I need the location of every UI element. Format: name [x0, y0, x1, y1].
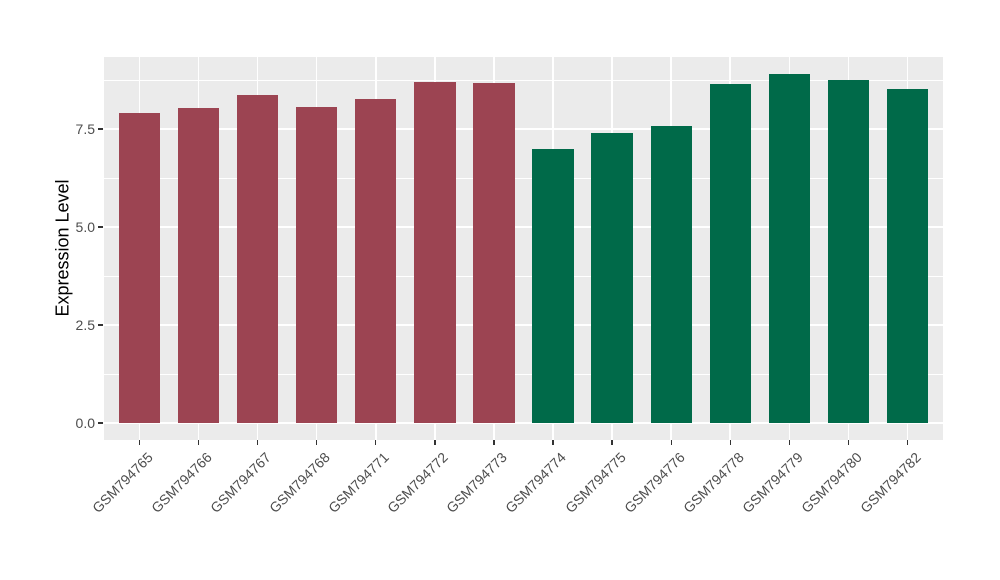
x-tick-mark — [552, 440, 554, 445]
x-tick-label: GSM794775 — [561, 449, 629, 516]
x-tick-mark — [788, 440, 791, 445]
gridline-minor-y — [104, 275, 943, 277]
x-tick-mark — [375, 440, 377, 445]
bar-GSM794778 — [709, 84, 751, 424]
y-tick-mark — [98, 128, 103, 130]
y-tick-label: 7.5 — [75, 121, 95, 138]
x-tick-label: GSM794772 — [384, 449, 452, 516]
y-tick-mark — [98, 324, 103, 326]
plot-panel — [104, 57, 943, 440]
y-tick-label: 5.0 — [75, 219, 95, 236]
bar-GSM794767 — [236, 94, 279, 424]
gridline-minor-y — [104, 79, 943, 81]
x-tick-mark — [906, 440, 909, 445]
bar-GSM794771 — [355, 98, 397, 424]
bar-GSM794775 — [591, 133, 633, 424]
gridline-minor-y — [104, 177, 943, 179]
x-tick-label: GSM794780 — [797, 449, 865, 516]
x-tick-label: GSM794773 — [443, 449, 511, 516]
x-tick-mark — [611, 440, 613, 445]
gridline-major-y — [104, 324, 943, 326]
gridline-major-y — [104, 128, 943, 130]
x-tick-mark — [197, 440, 200, 445]
x-tick-label: GSM794782 — [856, 449, 924, 516]
bar-GSM794772 — [414, 82, 456, 424]
x-tick-label: GSM794767 — [207, 449, 274, 516]
x-tick-mark — [847, 440, 850, 445]
bar-GSM794766 — [177, 107, 220, 424]
gridline-major-y — [104, 226, 943, 228]
x-tick-mark — [316, 440, 318, 445]
bar-GSM794779 — [768, 73, 811, 424]
x-tick-label: GSM794779 — [738, 449, 806, 516]
bar-GSM794773 — [473, 82, 515, 424]
x-tick-mark — [138, 440, 141, 445]
bar-GSM794765 — [118, 112, 161, 424]
bar-GSM794768 — [296, 106, 338, 424]
bar-GSM794776 — [650, 126, 692, 424]
x-tick-mark — [729, 440, 731, 445]
bar-GSM794782 — [886, 88, 929, 424]
x-tick-mark — [256, 440, 259, 445]
bar-GSM794780 — [827, 79, 870, 424]
gridline-minor-y — [104, 373, 943, 375]
x-tick-label: GSM794776 — [620, 449, 688, 516]
y-tick-label: 2.5 — [75, 317, 95, 334]
x-tick-mark — [670, 440, 672, 445]
y-axis-title: Expression Level — [52, 179, 73, 317]
x-tick-label: GSM794765 — [88, 449, 156, 516]
x-tick-label: GSM794774 — [502, 449, 570, 516]
y-tick-label: 0.0 — [75, 415, 95, 432]
x-tick-label: GSM794766 — [147, 449, 215, 516]
x-tick-mark — [493, 440, 495, 445]
x-tick-label: GSM794771 — [325, 449, 393, 516]
y-tick-mark — [98, 226, 103, 228]
x-tick-label: GSM794778 — [679, 449, 747, 516]
gridline-major-y — [104, 422, 943, 424]
x-tick-mark — [434, 440, 436, 445]
y-tick-mark — [98, 422, 103, 424]
x-tick-label: GSM794768 — [266, 449, 334, 516]
bar-GSM794774 — [532, 148, 574, 424]
